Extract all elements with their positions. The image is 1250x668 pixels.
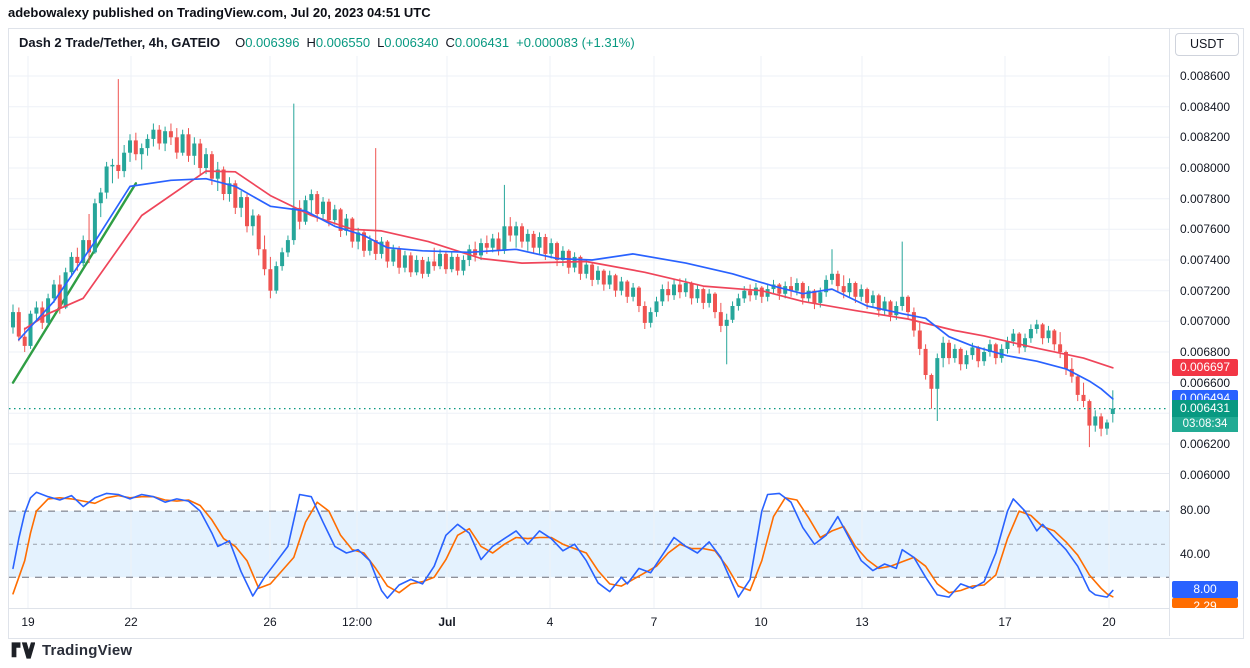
price-axis-label: 0.007800	[1180, 191, 1231, 206]
price-axis-label: 0.006800	[1180, 345, 1231, 359]
price-pane[interactable]	[9, 56, 1169, 473]
time-axis-label: 10	[754, 615, 768, 629]
time-axis-label: 4	[546, 615, 554, 629]
stoch-d-badge: 2.29	[1172, 598, 1238, 608]
price-axis-label: 0.008000	[1180, 161, 1231, 175]
time-axis-label: 13	[855, 615, 869, 629]
ohlc-value: 0.006550	[315, 35, 371, 50]
time-axis-label: 17	[998, 615, 1012, 629]
stoch-axis-label: 40.00	[1180, 547, 1211, 562]
price-axis-label: 0.008400	[1180, 99, 1231, 114]
time-axis-label: 7	[650, 615, 658, 629]
price-axis-label: 0.008600	[1180, 69, 1231, 83]
attribution-text: adebowalexy published on TradingView.com…	[8, 5, 431, 20]
last-price-badge: 0.006431 03:08:34	[1172, 400, 1238, 433]
time-scale[interactable]: 19 22 26 12:00 Jul 4 7 10 13 17 20	[9, 608, 1169, 637]
symbol-title[interactable]: Dash 2 Trade/Tether, 4h, GATEIO	[19, 35, 221, 50]
time-axis-label: 12:00	[341, 615, 373, 629]
change-value: +0.000083 (+1.31%)	[516, 35, 635, 50]
ohlc-value: 0.006431	[454, 35, 510, 50]
time-axis-label: 22	[124, 615, 138, 629]
price-axis-label: 0.007200	[1180, 283, 1231, 298]
ohlc-value: 0.006396	[245, 35, 300, 50]
stochastic-pane[interactable]	[9, 473, 1169, 609]
chart-legend: Dash 2 Trade/Tether, 4h, GATEIO O0.006396…	[19, 35, 635, 50]
currency-toggle-button[interactable]: USDT	[1175, 33, 1239, 56]
price-axis-label: 0.007600	[1180, 222, 1231, 237]
ohlc-label: H	[306, 35, 316, 50]
stoch-axis-label: 80.00	[1180, 503, 1211, 518]
chart-widget: Dash 2 Trade/Tether, 4h, GATEIO O0.006396…	[8, 28, 1244, 639]
stoch-k-badge: 8.00	[1172, 581, 1238, 598]
tradingview-logo-text: TradingView	[42, 642, 133, 659]
price-scale[interactable]: 0.008600 0.008400 0.008200 0.008000 0.007800…	[1169, 29, 1242, 636]
ohlc-values: O0.006396 H0.006550 L0.006340 C0.006431	[228, 35, 509, 50]
time-axis-label: Jul	[438, 615, 456, 629]
ohlc-label: C	[445, 35, 455, 50]
ohlc-label: L	[377, 35, 385, 50]
tradingview-footer[interactable]: TradingView	[10, 641, 132, 660]
ma-price-badge: 0.006697	[1172, 359, 1238, 377]
price-axis-label: 0.008200	[1180, 130, 1231, 145]
ohlc-label: O	[235, 35, 246, 50]
ohlc-value: 0.006340	[384, 35, 439, 50]
price-axis-label: 0.006600	[1180, 375, 1231, 390]
tradingview-logo-icon	[11, 642, 35, 659]
price-axis-label: 0.006200	[1180, 437, 1231, 451]
price-axis-label: 0.006000	[1180, 467, 1231, 482]
time-axis-label: 19	[21, 615, 35, 629]
price-axis-label: 0.007400	[1180, 253, 1231, 267]
time-axis-label: 26	[263, 615, 277, 629]
price-axis-label: 0.007000	[1180, 314, 1231, 329]
time-axis-label: 20	[1102, 615, 1116, 629]
